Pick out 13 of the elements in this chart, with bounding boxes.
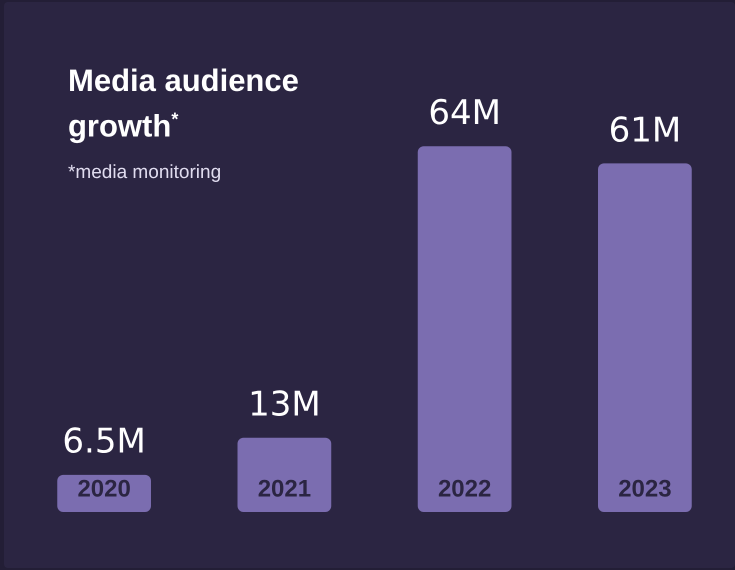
chart-title: Media audience growth$^{*}$ (68, 62, 300, 146)
data-label: 6.5M (62, 422, 146, 462)
annotation: *media monitoring (68, 162, 222, 184)
bar (418, 146, 512, 512)
x-tick-label: 2020 (77, 476, 131, 503)
x-tick-label: 2022 (438, 476, 492, 503)
x-tick-label: 2021 (258, 476, 312, 503)
data-label: 61M (608, 110, 682, 150)
data-label: 13M (248, 384, 321, 425)
bar (238, 438, 332, 512)
x-tick-label: 2023 (618, 476, 672, 503)
data-label: 64M (428, 93, 501, 134)
bar (598, 163, 692, 512)
